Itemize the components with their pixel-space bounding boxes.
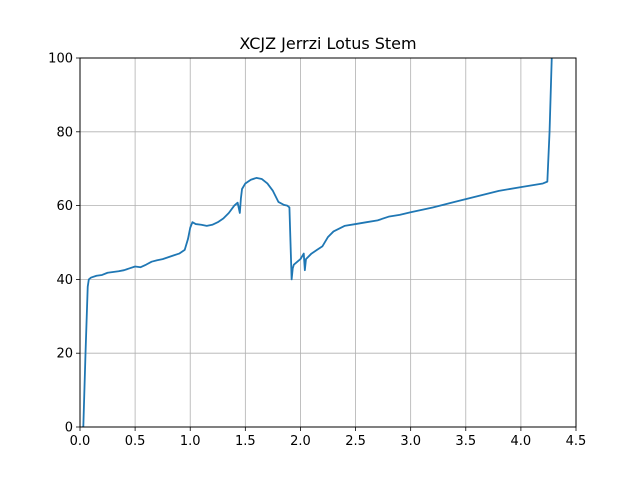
x-tick-label: 4.0 xyxy=(511,434,532,449)
x-tick-label: 0.5 xyxy=(125,434,146,449)
x-tick-label: 2.0 xyxy=(290,434,311,449)
series-layer xyxy=(82,58,553,427)
x-tick-label: 3.0 xyxy=(400,434,421,449)
x-tick-label: 1.0 xyxy=(180,434,201,449)
x-tick-label: 4.5 xyxy=(566,434,587,449)
x-tick-label: 1.5 xyxy=(235,434,256,449)
y-tick-label: 40 xyxy=(56,273,73,288)
y-tick-label: 100 xyxy=(48,52,73,67)
y-tick-label: 0 xyxy=(65,421,73,436)
chart-title: XCJZ Jerrzi Lotus Stem xyxy=(239,34,416,53)
y-tick-label: 80 xyxy=(56,125,73,140)
y-tick-label: 20 xyxy=(56,347,73,362)
series-line xyxy=(82,58,553,427)
y-tick-label: 60 xyxy=(56,199,73,214)
ticks: 0.0 0.5 1.0 1.5 2.0 2.5 3.0 3.5 4.0 4.5 0 20 40 60 80 1… xyxy=(48,52,586,450)
x-tick-label: 2.5 xyxy=(345,434,366,449)
x-tick-label: 0.0 xyxy=(70,434,91,449)
plot-frame xyxy=(79,57,577,428)
x-tick-label: 3.5 xyxy=(455,434,476,449)
